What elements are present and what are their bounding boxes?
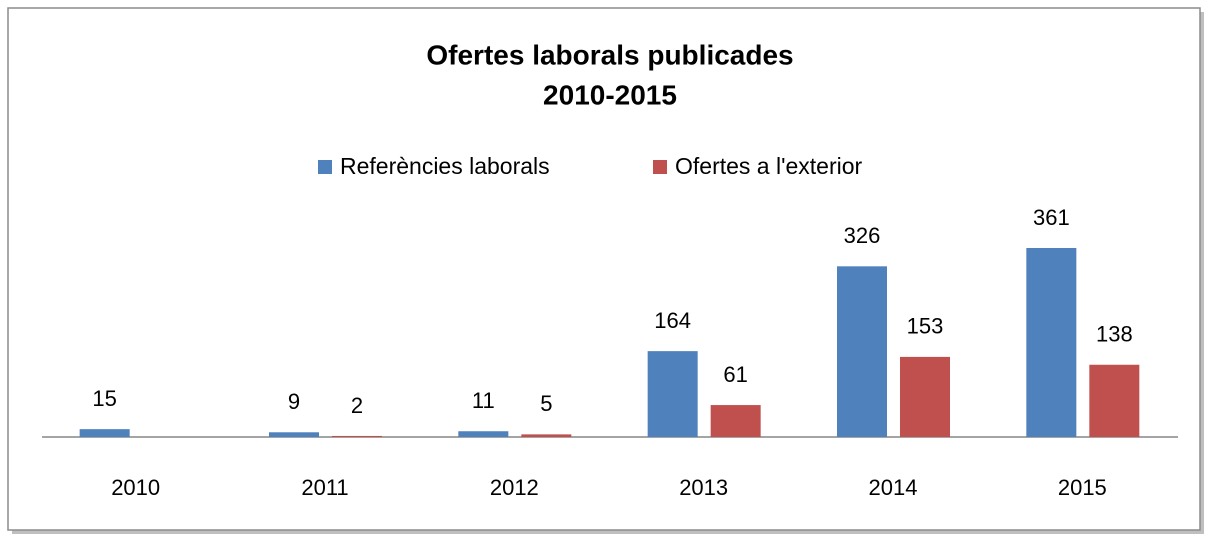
data-label: 5 (540, 391, 552, 416)
chart-title: 2010-2015 (543, 79, 677, 110)
x-tick-label: 2015 (1058, 475, 1107, 500)
data-label: 9 (288, 389, 300, 414)
legend-swatch (318, 160, 332, 174)
bar (1026, 248, 1077, 437)
bar (332, 435, 382, 437)
data-label: 361 (1033, 205, 1070, 230)
legend-label: Ofertes a l'exterior (675, 153, 863, 179)
chart-title: Ofertes laborals publicades (426, 39, 793, 70)
data-label: 164 (654, 308, 691, 333)
bar (647, 351, 698, 437)
x-tick-label: 2013 (679, 475, 728, 500)
data-label: 326 (844, 223, 881, 248)
legend-swatch (653, 160, 667, 174)
bar (837, 266, 887, 437)
bar (900, 356, 950, 437)
bar (458, 431, 509, 437)
data-label: 15 (92, 386, 116, 411)
data-label: 11 (472, 388, 495, 413)
data-label: 2 (351, 393, 363, 418)
x-tick-label: 2014 (869, 475, 918, 500)
bar (710, 405, 761, 437)
bar (1089, 364, 1140, 437)
legend-label: Referències laborals (340, 153, 550, 179)
bar (269, 432, 319, 437)
data-label: 61 (723, 362, 747, 387)
data-label: 153 (907, 314, 944, 339)
bar (521, 434, 572, 437)
x-tick-label: 2010 (111, 475, 160, 500)
frame (7, 7, 1201, 531)
x-tick-label: 2011 (301, 475, 348, 500)
bar (79, 429, 130, 437)
x-tick-label: 2012 (490, 475, 539, 500)
data-label: 138 (1096, 322, 1133, 347)
